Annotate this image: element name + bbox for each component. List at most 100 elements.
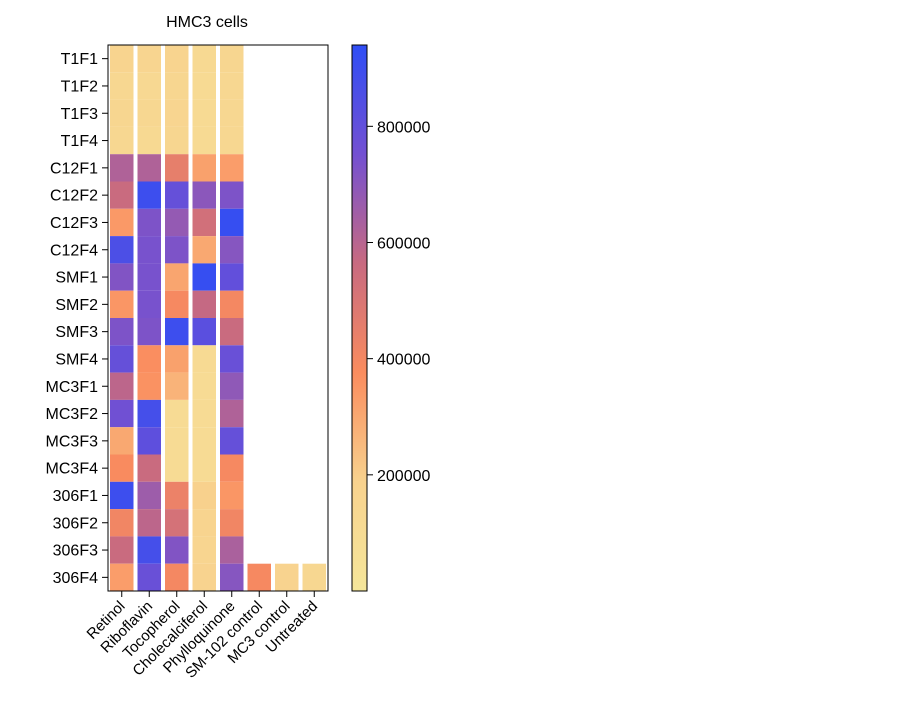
heatmap-cell [137, 454, 161, 482]
colorbar-tick-label: 600000 [377, 235, 430, 252]
heatmap-cell [220, 236, 244, 264]
heatmap-cell [165, 345, 189, 373]
heatmap-cell [110, 509, 134, 537]
heatmap-cell [137, 345, 161, 373]
heatmap-cell [137, 126, 161, 155]
heatmap-cell [110, 290, 134, 318]
heatmap-cell [220, 454, 244, 482]
row-label: MC3F2 [46, 406, 99, 423]
heatmap-cell [220, 427, 244, 455]
heatmap-cell [192, 72, 216, 100]
row-label: 306F2 [53, 515, 98, 532]
heatmap-cell [137, 481, 161, 510]
heatmap-cell [220, 481, 244, 510]
heatmap-cell [137, 45, 161, 73]
heatmap-cell [192, 563, 216, 591]
heatmap-cell [192, 126, 216, 155]
heatmap-cell [110, 154, 134, 182]
heatmap-cell [220, 399, 244, 428]
row-label: MC3F4 [46, 461, 99, 478]
colorbar-tick-label: 200000 [377, 468, 430, 485]
row-label: SMF1 [55, 270, 98, 287]
heatmap-cell [110, 45, 134, 73]
heatmap-cell [220, 45, 244, 73]
heatmap-cell [220, 99, 244, 127]
heatmap-cell [192, 372, 216, 400]
heatmap-cell [192, 481, 216, 510]
heatmap-cell [220, 509, 244, 537]
heatmap-cell [110, 263, 134, 291]
heatmap-cell [192, 290, 216, 318]
heatmap-cell [192, 536, 216, 564]
heatmap-cell [165, 45, 189, 73]
heatmap-cell [165, 126, 189, 155]
heatmap-cell [137, 154, 161, 182]
heatmap-cell [192, 454, 216, 482]
row-label: MC3F1 [46, 379, 99, 396]
heatmap-cell [165, 399, 189, 428]
heatmap-cell [192, 318, 216, 346]
heatmap-cell [275, 563, 299, 591]
heatmap-cell [165, 563, 189, 591]
heatmap-cell [137, 318, 161, 346]
heatmap-cell [220, 318, 244, 346]
heatmap-cell [137, 399, 161, 428]
heatmap-cell [192, 427, 216, 455]
row-label: C12F1 [50, 160, 98, 177]
heatmap-cell [110, 99, 134, 127]
heatmap-cell [165, 318, 189, 346]
row-label: C12F2 [50, 188, 98, 205]
heatmap-cell [192, 236, 216, 264]
heatmap-cell [137, 563, 161, 591]
plot-frame [107, 44, 329, 592]
row-label: SMF4 [55, 351, 98, 368]
heatmap-cell [220, 263, 244, 291]
heatmap-cell [165, 181, 189, 209]
column-labels: RetinolRiboflavinTocopherolCholecalcifer… [84, 591, 321, 682]
heatmap-cell [137, 290, 161, 318]
heatmap-cell [165, 72, 189, 100]
heatmap-cell [165, 427, 189, 455]
heatmap-cell [220, 290, 244, 318]
heatmap-cell [165, 263, 189, 291]
row-label: MC3F3 [46, 433, 99, 450]
heatmap-cell [110, 536, 134, 564]
heatmap-cell [165, 509, 189, 537]
heatmap-cell [220, 72, 244, 100]
row-labels: T1F1 T1F2 T1F3 T1F4 C12F1 C12F2 C12F3 C12F4 SMF1… [46, 51, 108, 587]
heatmap-cell [247, 563, 271, 591]
colorbar-tick-label: 400000 [377, 352, 430, 369]
heatmap-cell [110, 181, 134, 209]
row-label: C12F4 [50, 242, 98, 259]
heatmap-cell [165, 290, 189, 318]
heatmap-cell [165, 208, 189, 237]
heatmap-cell [302, 563, 326, 591]
heatmap-cell [110, 454, 134, 482]
heatmap-cell [137, 536, 161, 564]
row-label: SMF2 [55, 297, 98, 314]
heatmap-cells [110, 45, 326, 591]
chart-title: HMC3 cells [166, 14, 248, 31]
heatmap-cell [220, 536, 244, 564]
heatmap-cell [220, 181, 244, 209]
heatmap-cell [137, 263, 161, 291]
heatmap-cell [220, 126, 244, 155]
heatmap-cell [165, 154, 189, 182]
row-label: T1F2 [61, 78, 98, 95]
heatmap-cell [165, 536, 189, 564]
heatmap-cell [110, 372, 134, 400]
heatmap-cell [192, 509, 216, 537]
heatmap-cell [165, 454, 189, 482]
heatmap-cell [165, 236, 189, 264]
heatmap-cell [220, 208, 244, 237]
heatmap-cell [137, 99, 161, 127]
heatmap-cell [192, 208, 216, 237]
heatmap-cell [220, 372, 244, 400]
heatmap-cell [137, 509, 161, 537]
colorbar-tick-label: 800000 [377, 119, 430, 136]
heatmap-cell [137, 208, 161, 237]
row-label: T1F1 [61, 51, 98, 68]
heatmap-cell [110, 318, 134, 346]
heatmap-cell [110, 427, 134, 455]
heatmap-cell [110, 563, 134, 591]
